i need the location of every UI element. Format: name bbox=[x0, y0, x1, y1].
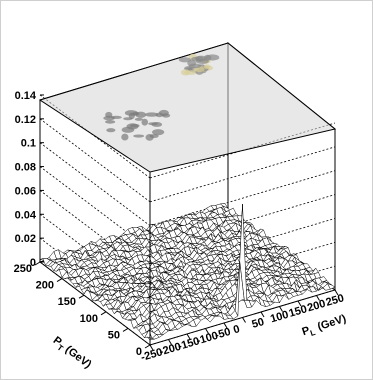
pl-tick-label: 150 bbox=[288, 303, 309, 320]
surface-cell bbox=[327, 283, 336, 290]
pl-tick bbox=[279, 306, 283, 312]
pt-tick-label: 100 bbox=[80, 313, 98, 325]
pl-tick bbox=[186, 333, 191, 340]
projection-blob-cell bbox=[121, 133, 129, 141]
pt-tick-label: 0 bbox=[136, 346, 142, 358]
z-gridline-left bbox=[39, 142, 151, 227]
z-tick-label: 0 bbox=[30, 257, 36, 269]
pl-tick bbox=[205, 328, 209, 334]
projection-blob-cell bbox=[106, 128, 116, 133]
projection-blob-cell bbox=[121, 126, 135, 133]
z-gridline-front bbox=[149, 170, 336, 227]
projection-blob-cell bbox=[103, 115, 115, 121]
z-gridline-left bbox=[39, 166, 151, 250]
z-tick-label: 0.02 bbox=[15, 233, 36, 245]
projection-blobs bbox=[103, 53, 220, 141]
projection-blob-cell bbox=[205, 54, 220, 61]
pl-tick bbox=[316, 295, 320, 301]
pt-tick bbox=[78, 294, 85, 299]
pt-tick bbox=[56, 278, 63, 283]
pl-tick-label: 0 bbox=[232, 323, 241, 336]
pl-tick-label: -100 bbox=[195, 330, 219, 348]
projection-blob-cell bbox=[145, 112, 159, 117]
projection-blob-cell bbox=[187, 59, 197, 67]
z-tick-label: 0.12 bbox=[15, 114, 36, 126]
z-gridline-left bbox=[39, 190, 151, 274]
projection-blob-cell bbox=[155, 112, 164, 118]
pl-tick bbox=[334, 289, 339, 296]
pt-tick bbox=[34, 261, 41, 266]
pl-tick bbox=[297, 300, 302, 307]
projection-blob-cell bbox=[178, 57, 192, 63]
projection-blob-cell bbox=[191, 56, 200, 62]
pt-tick-label: 50 bbox=[108, 329, 120, 341]
z-tick-label: 0.14 bbox=[15, 90, 37, 102]
z-tick-label: 0.04 bbox=[15, 209, 37, 221]
pl-tick-label: -250 bbox=[140, 346, 164, 364]
projection-blob-cell bbox=[129, 123, 140, 128]
z-tick-label: 0.08 bbox=[15, 162, 36, 174]
pt-axis-label: PT(GeV) bbox=[49, 334, 93, 372]
projection-blob-cell bbox=[134, 117, 143, 121]
pl-tick bbox=[223, 322, 228, 329]
axis-ticks: 00.020.040.060.080.10.120.14050100150200… bbox=[14, 90, 346, 364]
projection-blob-cell bbox=[141, 118, 149, 126]
projection-blob-cell bbox=[180, 69, 191, 76]
pt-tick bbox=[122, 327, 129, 332]
pt-tick bbox=[100, 311, 107, 316]
pl-tick bbox=[168, 339, 172, 345]
pl-tick bbox=[242, 317, 246, 323]
pt-tick-label: 150 bbox=[58, 296, 76, 308]
projection-blob-cell bbox=[145, 133, 154, 141]
pl-tick-label: 100 bbox=[269, 309, 290, 326]
z-gridline-front bbox=[149, 146, 336, 203]
z-gridline-left bbox=[39, 118, 151, 203]
pl-axis-label: PL(GeV) bbox=[301, 313, 349, 341]
pl-tick bbox=[260, 311, 265, 318]
pl-tick-label: 250 bbox=[325, 292, 346, 309]
pl-tick-label: -200 bbox=[158, 341, 182, 359]
projection-blob-cell bbox=[104, 120, 116, 124]
projection-blob-cell bbox=[133, 134, 145, 138]
pl-tick-label: -50 bbox=[214, 326, 233, 342]
z-tick-label: 0.06 bbox=[15, 185, 36, 197]
pl-tick-label: -150 bbox=[177, 335, 201, 353]
projection-blob-cell bbox=[128, 112, 135, 120]
projection-blob-cell bbox=[203, 64, 211, 70]
pt-tick-label: 250 bbox=[14, 263, 32, 275]
pl-tick-label: 200 bbox=[306, 298, 327, 315]
pt-tick-label: 200 bbox=[36, 280, 54, 292]
projection-blob-cell bbox=[152, 129, 165, 136]
z-tick-label: 0.1 bbox=[21, 138, 36, 150]
projection-blob-cell bbox=[148, 122, 158, 126]
pl-tick bbox=[149, 344, 154, 351]
pt-tick bbox=[144, 344, 151, 349]
z-gridline-left bbox=[39, 261, 151, 346]
pl-tick-label: 50 bbox=[251, 316, 266, 331]
